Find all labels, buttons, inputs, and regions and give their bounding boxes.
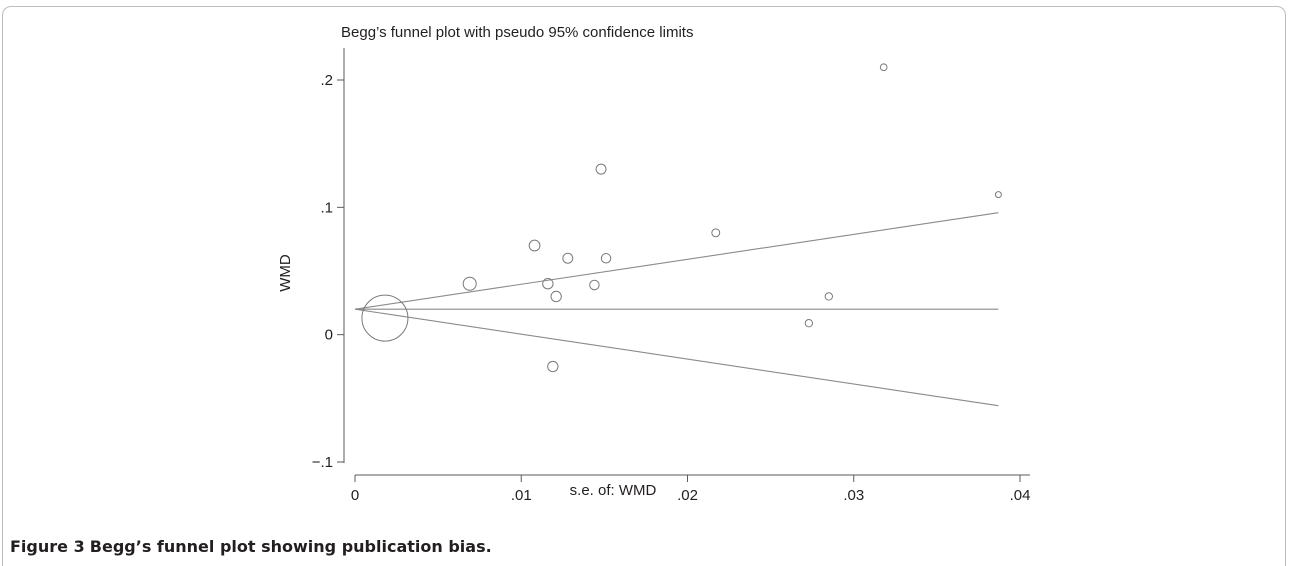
y-axis-title: WMD xyxy=(277,254,294,292)
study-point xyxy=(542,278,554,290)
study-points xyxy=(361,63,1002,373)
y-tick-label: .2 xyxy=(320,72,333,89)
chart-title: Begg’s funnel plot with pseudo 95% confi… xyxy=(341,24,693,41)
x-axis-title: s.e. of: WMD xyxy=(570,482,657,499)
y-tick-label: −.1 xyxy=(312,454,333,471)
y-tick-label: 0 xyxy=(325,327,333,344)
figure-caption-text: Begg’s funnel plot showing publication b… xyxy=(89,537,492,556)
study-point xyxy=(589,279,600,291)
figure-caption: Figure 3 Begg’s funnel plot showing publ… xyxy=(10,537,492,556)
study-point xyxy=(824,292,833,301)
y-tick-label: .1 xyxy=(320,199,333,216)
study-point xyxy=(462,276,477,291)
x-tick-label: .01 xyxy=(511,487,532,504)
study-point xyxy=(600,253,612,264)
x-tick-label: .02 xyxy=(677,487,698,504)
x-tick-label: .03 xyxy=(843,487,864,504)
study-point xyxy=(562,252,574,264)
axes: −.1 0 .1 .2 0 .01 .02 .03 .04 xyxy=(312,48,1031,504)
study-point xyxy=(711,228,721,238)
funnel-plot: Begg’s funnel plot with pseudo 95% confi… xyxy=(277,24,1031,504)
figure-border xyxy=(2,6,1286,566)
upper-confidence-limit xyxy=(354,212,999,310)
figure-label: Figure 3 xyxy=(10,537,85,556)
study-point xyxy=(550,290,562,303)
study-point xyxy=(994,191,1002,199)
x-tick-label: .04 xyxy=(1010,487,1031,504)
study-point xyxy=(804,319,814,328)
x-tick-label: 0 xyxy=(351,487,359,504)
study-point xyxy=(361,294,409,342)
lower-confidence-limit xyxy=(354,308,999,407)
funnel-limit-lines xyxy=(354,212,999,407)
study-point xyxy=(528,239,541,252)
study-point xyxy=(547,360,559,373)
study-point xyxy=(879,63,888,72)
study-point xyxy=(595,163,607,175)
